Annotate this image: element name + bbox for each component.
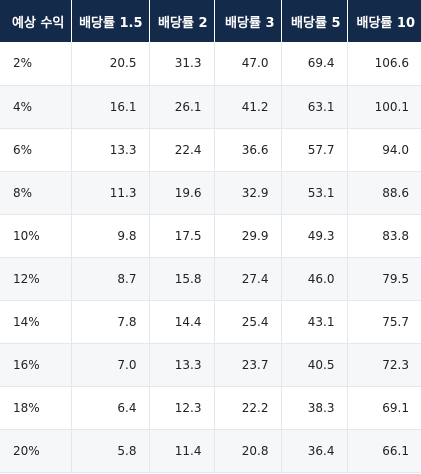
table-cell: 43.1 bbox=[281, 300, 348, 344]
row-label: 14% bbox=[0, 300, 72, 344]
table-cell: 69.1 bbox=[347, 386, 421, 430]
table-cell: 49.3 bbox=[281, 214, 348, 258]
table-cell: 22.4 bbox=[149, 128, 215, 172]
table-cell: 7.8 bbox=[71, 300, 150, 344]
table-cell: 7.0 bbox=[71, 343, 150, 387]
table-cell: 31.3 bbox=[149, 42, 215, 86]
table-row: 10% 9.8 17.5 29.9 49.3 83.8 bbox=[0, 214, 421, 258]
table-cell: 5.8 bbox=[71, 429, 150, 473]
table-cell: 14.4 bbox=[149, 300, 215, 344]
table-cell: 40.5 bbox=[281, 343, 348, 387]
table-cell: 8.7 bbox=[71, 257, 150, 301]
table-cell: 100.1 bbox=[347, 85, 421, 129]
header-odds-10: 배당률 10 bbox=[347, 0, 421, 42]
table-cell: 32.9 bbox=[214, 171, 282, 215]
table-cell: 41.2 bbox=[214, 85, 282, 129]
table-cell: 6.4 bbox=[71, 386, 150, 430]
table-cell: 19.6 bbox=[149, 171, 215, 215]
table-cell: 11.3 bbox=[71, 171, 150, 215]
table-cell: 12.3 bbox=[149, 386, 215, 430]
row-label: 12% bbox=[0, 257, 72, 301]
table-header: 예상 수익 배당률 1.5 배당률 2 배당률 3 배당률 5 배당률 10 bbox=[0, 0, 421, 42]
table-cell: 27.4 bbox=[214, 257, 282, 301]
header-odds-3: 배당률 3 bbox=[214, 0, 282, 42]
table-cell: 47.0 bbox=[214, 42, 282, 86]
table-cell: 72.3 bbox=[347, 343, 421, 387]
table-cell: 69.4 bbox=[281, 42, 348, 86]
table-row: 6% 13.3 22.4 36.6 57.7 94.0 bbox=[0, 128, 421, 172]
table-row: 8% 11.3 19.6 32.9 53.1 88.6 bbox=[0, 171, 421, 215]
table-cell: 25.4 bbox=[214, 300, 282, 344]
table-row: 18% 6.4 12.3 22.2 38.3 69.1 bbox=[0, 386, 421, 430]
header-odds-5: 배당률 5 bbox=[281, 0, 348, 42]
table-cell: 20.8 bbox=[214, 429, 282, 473]
table-cell: 26.1 bbox=[149, 85, 215, 129]
header-expected-return: 예상 수익 bbox=[0, 0, 72, 42]
table-cell: 79.5 bbox=[347, 257, 421, 301]
table-cell: 38.3 bbox=[281, 386, 348, 430]
row-label: 18% bbox=[0, 386, 72, 430]
table-cell: 75.7 bbox=[347, 300, 421, 344]
row-label: 10% bbox=[0, 214, 72, 258]
table-row: 2% 20.5 31.3 47.0 69.4 106.6 bbox=[0, 42, 421, 86]
table-cell: 20.5 bbox=[71, 42, 150, 86]
table-cell: 66.1 bbox=[347, 429, 421, 473]
table-cell: 9.8 bbox=[71, 214, 150, 258]
table-row: 16% 7.0 13.3 23.7 40.5 72.3 bbox=[0, 343, 421, 387]
table-cell: 15.8 bbox=[149, 257, 215, 301]
table-cell: 13.3 bbox=[149, 343, 215, 387]
table-cell: 29.9 bbox=[214, 214, 282, 258]
table-cell: 36.6 bbox=[214, 128, 282, 172]
table-cell: 46.0 bbox=[281, 257, 348, 301]
table-cell: 11.4 bbox=[149, 429, 215, 473]
table-cell: 17.5 bbox=[149, 214, 215, 258]
table-cell: 83.8 bbox=[347, 214, 421, 258]
table-body: 2% 20.5 31.3 47.0 69.4 106.6 4% 16.1 26.… bbox=[0, 42, 421, 473]
row-label: 20% bbox=[0, 429, 72, 473]
table-row: 12% 8.7 15.8 27.4 46.0 79.5 bbox=[0, 257, 421, 301]
table-cell: 16.1 bbox=[71, 85, 150, 129]
table-cell: 94.0 bbox=[347, 128, 421, 172]
table-row: 4% 16.1 26.1 41.2 63.1 100.1 bbox=[0, 85, 421, 129]
table-cell: 13.3 bbox=[71, 128, 150, 172]
row-label: 16% bbox=[0, 343, 72, 387]
row-label: 2% bbox=[0, 42, 72, 86]
row-label: 4% bbox=[0, 85, 72, 129]
row-label: 6% bbox=[0, 128, 72, 172]
table-cell: 106.6 bbox=[347, 42, 421, 86]
header-row: 예상 수익 배당률 1.5 배당률 2 배당률 3 배당률 5 배당률 10 bbox=[0, 0, 421, 42]
table-row: 14% 7.8 14.4 25.4 43.1 75.7 bbox=[0, 300, 421, 344]
table-cell: 88.6 bbox=[347, 171, 421, 215]
header-odds-2: 배당률 2 bbox=[149, 0, 215, 42]
table-cell: 57.7 bbox=[281, 128, 348, 172]
table-cell: 36.4 bbox=[281, 429, 348, 473]
table-cell: 22.2 bbox=[214, 386, 282, 430]
table-cell: 23.7 bbox=[214, 343, 282, 387]
table-cell: 63.1 bbox=[281, 85, 348, 129]
table-cell: 53.1 bbox=[281, 171, 348, 215]
table-row: 20% 5.8 11.4 20.8 36.4 66.1 bbox=[0, 429, 421, 473]
header-odds-1-5: 배당률 1.5 bbox=[71, 0, 150, 42]
row-label: 8% bbox=[0, 171, 72, 215]
